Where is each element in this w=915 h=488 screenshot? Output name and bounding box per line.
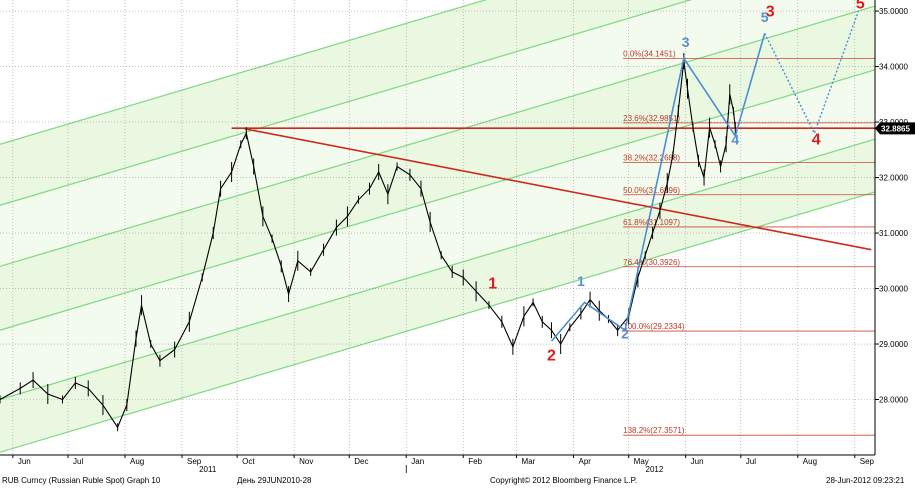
x-tick-label: Sep: [860, 457, 875, 466]
year-label: 2011: [199, 465, 217, 474]
wave-projection: [764, 10, 860, 135]
x-tick-label: Oct: [242, 457, 255, 466]
channel-band: [0, 69, 875, 400]
year-label: 2012: [646, 465, 664, 474]
fibonacci-label: 50.0%(31.6896): [623, 186, 680, 195]
y-tick-label: 34.0000: [879, 63, 908, 72]
wave-path: [550, 33, 766, 342]
channel-line: [0, 191, 876, 453]
wave-label: 5: [856, 0, 865, 12]
x-tick-label: Jun: [18, 457, 31, 466]
fibonacci-label: 23.6%(32.9851): [623, 114, 680, 123]
fibonacci-label: 0.0%(34.1451): [623, 50, 676, 59]
y-tick-label: 29.0000: [879, 340, 908, 349]
price-marker: [875, 122, 915, 135]
x-tick-label: Aug: [803, 457, 817, 466]
wave-label: 5: [761, 9, 769, 25]
footer-security: RUB Curncy (Russian Ruble Spot) Graph 10: [2, 476, 161, 485]
price-line: [0, 60, 736, 429]
wave-label: 1: [577, 273, 585, 289]
wave-label: 4: [731, 131, 739, 147]
wave-label: 4: [812, 131, 821, 148]
x-tick-label: Aug: [130, 457, 144, 466]
channel-band: [0, 6, 875, 331]
x-tick-label: Jul: [73, 457, 83, 466]
y-axis-panel: [875, 0, 915, 455]
fibonacci-label: 61.8%(31.1097): [623, 218, 680, 227]
y-tick-label: 28.0000: [879, 396, 908, 405]
wave-label: 2: [621, 325, 629, 341]
y-tick-label: 31.0000: [879, 229, 908, 238]
footer-copyright: Copyright© 2012 Bloomberg Finance L.P.: [490, 476, 638, 485]
chart-footer: RUB Curncy (Russian Ruble Spot) Graph 10…: [0, 474, 915, 488]
x-tick-label: Apr: [579, 457, 592, 466]
footer-timestamp: 28-Jun-2012 09:23:21: [826, 476, 905, 485]
fibonacci-label: 138.2%(27.3571): [623, 426, 685, 435]
x-axis-panel: [0, 455, 915, 474]
wave-label: 2: [547, 348, 556, 365]
x-tick-label: Sep: [187, 457, 202, 466]
channel-band: [0, 139, 875, 453]
fibonacci-label: 38.2%(32.2688): [623, 154, 680, 163]
channel-line: [0, 5, 876, 267]
wave-label: 3: [682, 34, 690, 50]
x-tick-label: Jan: [411, 457, 424, 466]
y-tick-label: 30.0000: [879, 285, 908, 294]
channel-line: [0, 0, 488, 145]
x-tick-label: Jul: [746, 457, 756, 466]
channel-line: [0, 69, 876, 331]
x-tick-label: May: [634, 457, 649, 466]
trend-line: [244, 127, 872, 251]
wave-label: 1: [488, 276, 497, 293]
x-tick-label: Dec: [354, 457, 368, 466]
channel-line: [0, 138, 876, 401]
y-tick-label: 32.0000: [879, 174, 908, 183]
x-tick-label: Jun: [691, 457, 704, 466]
x-tick-label: Nov: [299, 457, 313, 466]
fibonacci-label: 76.4%(30.3926): [623, 258, 680, 267]
price-marker-label: 32.8865: [881, 124, 910, 133]
x-tick-label: Feb: [468, 457, 482, 466]
wave-label: 3: [766, 4, 775, 21]
x-tick-label: Mar: [522, 457, 536, 466]
fibonacci-label: 100.0%(29.2334): [623, 322, 685, 331]
y-tick-label: 35.0000: [879, 7, 908, 16]
channel-line: [0, 0, 693, 206]
footer-period: День 29JUN2010-28: [237, 476, 312, 485]
